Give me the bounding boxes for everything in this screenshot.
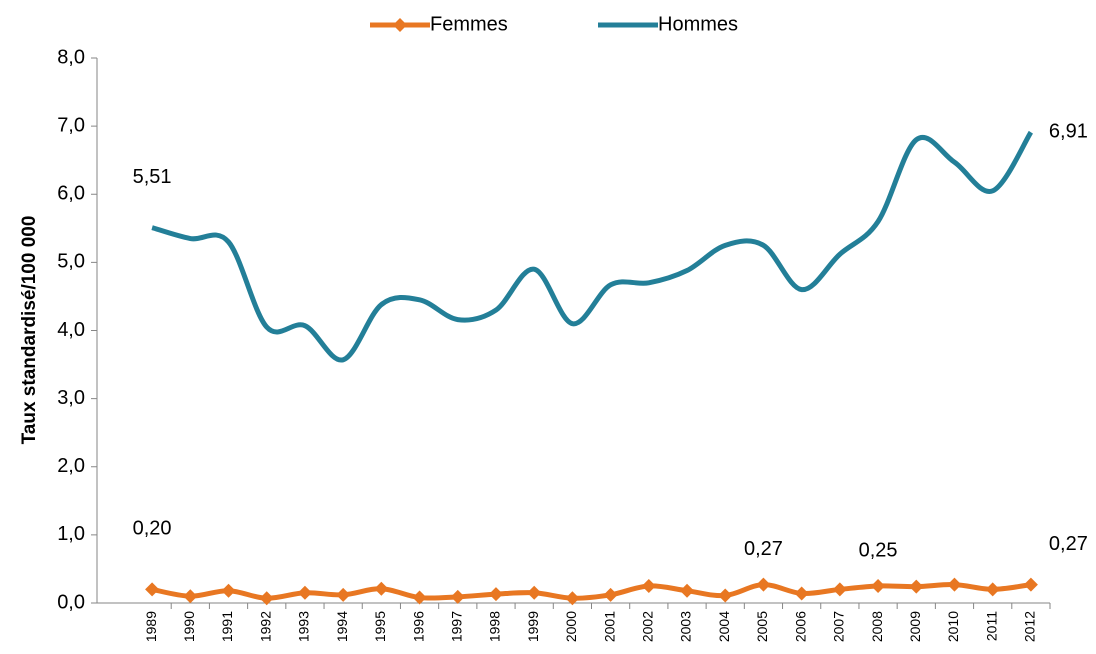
x-tick-label: 2012 bbox=[1022, 611, 1038, 642]
y-axis-label: Taux standardisé/100 000 bbox=[19, 216, 40, 445]
x-tick-label: 1997 bbox=[448, 611, 464, 642]
y-tick-label: 1,0 bbox=[57, 523, 85, 545]
x-tick-label: 2008 bbox=[869, 611, 885, 642]
point-marker bbox=[1023, 577, 1038, 592]
data-label: 0,27 bbox=[1049, 533, 1088, 555]
y-tick-label: 5,0 bbox=[57, 251, 85, 273]
y-tick-label: 3,0 bbox=[57, 387, 85, 409]
y-tick-label: 2,0 bbox=[57, 455, 85, 477]
point-marker bbox=[221, 583, 236, 598]
x-tick-label: 2005 bbox=[754, 611, 770, 642]
point-marker bbox=[450, 589, 465, 604]
point-marker bbox=[527, 585, 542, 600]
y-tick-label: 4,0 bbox=[57, 319, 85, 341]
series-line bbox=[151, 582, 1032, 601]
y-tick-label: 0,0 bbox=[57, 591, 85, 613]
x-tick-label: 2010 bbox=[945, 611, 961, 642]
point-marker bbox=[374, 581, 389, 596]
point-marker bbox=[183, 589, 198, 604]
x-tick-label: 2006 bbox=[792, 611, 808, 642]
point-marker bbox=[985, 582, 1000, 597]
x-tick-label: 1994 bbox=[334, 611, 350, 642]
y-tick-label: 6,0 bbox=[57, 183, 85, 205]
x-tick-label: 2002 bbox=[640, 611, 656, 642]
x-tick-label: 2003 bbox=[678, 611, 694, 642]
point-marker bbox=[718, 588, 733, 603]
point-marker bbox=[794, 586, 809, 601]
x-tick-label: 2011 bbox=[983, 611, 999, 641]
x-tick-label: 2004 bbox=[716, 611, 732, 642]
x-tick-label: 2000 bbox=[563, 611, 579, 642]
data-label: 0,25 bbox=[859, 539, 898, 561]
point-marker bbox=[641, 578, 656, 593]
point-marker bbox=[297, 585, 312, 600]
data-label: 0,27 bbox=[744, 538, 783, 560]
point-marker bbox=[259, 591, 274, 606]
series-line bbox=[151, 130, 1034, 363]
point-marker bbox=[603, 587, 618, 602]
point-marker bbox=[336, 587, 351, 602]
data-label: 0,20 bbox=[133, 518, 172, 540]
y-tick-label: 8,0 bbox=[57, 46, 85, 68]
x-tick-label: 1995 bbox=[372, 611, 388, 642]
x-tick-label: 1990 bbox=[181, 611, 197, 642]
x-tick-label: 1998 bbox=[487, 611, 503, 642]
x-tick-label: 1996 bbox=[410, 611, 426, 642]
point-marker bbox=[871, 578, 886, 593]
point-marker bbox=[412, 590, 427, 605]
legend-label: Femmes bbox=[430, 13, 508, 35]
legend-label: Hommes bbox=[658, 13, 738, 35]
data-label: 5,51 bbox=[133, 166, 172, 188]
x-tick-label: 1992 bbox=[257, 611, 273, 642]
legend-marker bbox=[393, 18, 407, 32]
point-marker bbox=[145, 582, 160, 597]
point-marker bbox=[680, 583, 695, 598]
x-tick-label: 2007 bbox=[831, 611, 847, 642]
x-tick-label: 1999 bbox=[525, 611, 541, 642]
point-marker bbox=[488, 587, 503, 602]
x-tick-label: 2009 bbox=[907, 611, 923, 642]
point-marker bbox=[756, 577, 771, 592]
x-tick-label: 1989 bbox=[143, 611, 159, 642]
point-marker bbox=[909, 579, 924, 594]
x-tick-label: 1991 bbox=[219, 611, 235, 642]
x-tick-label: 1993 bbox=[296, 611, 312, 642]
point-marker bbox=[947, 577, 962, 592]
data-label: 6,91 bbox=[1049, 121, 1088, 143]
point-marker bbox=[832, 582, 847, 597]
x-tick-label: 2001 bbox=[601, 611, 617, 642]
point-marker bbox=[565, 591, 580, 606]
y-tick-label: 7,0 bbox=[57, 114, 85, 136]
